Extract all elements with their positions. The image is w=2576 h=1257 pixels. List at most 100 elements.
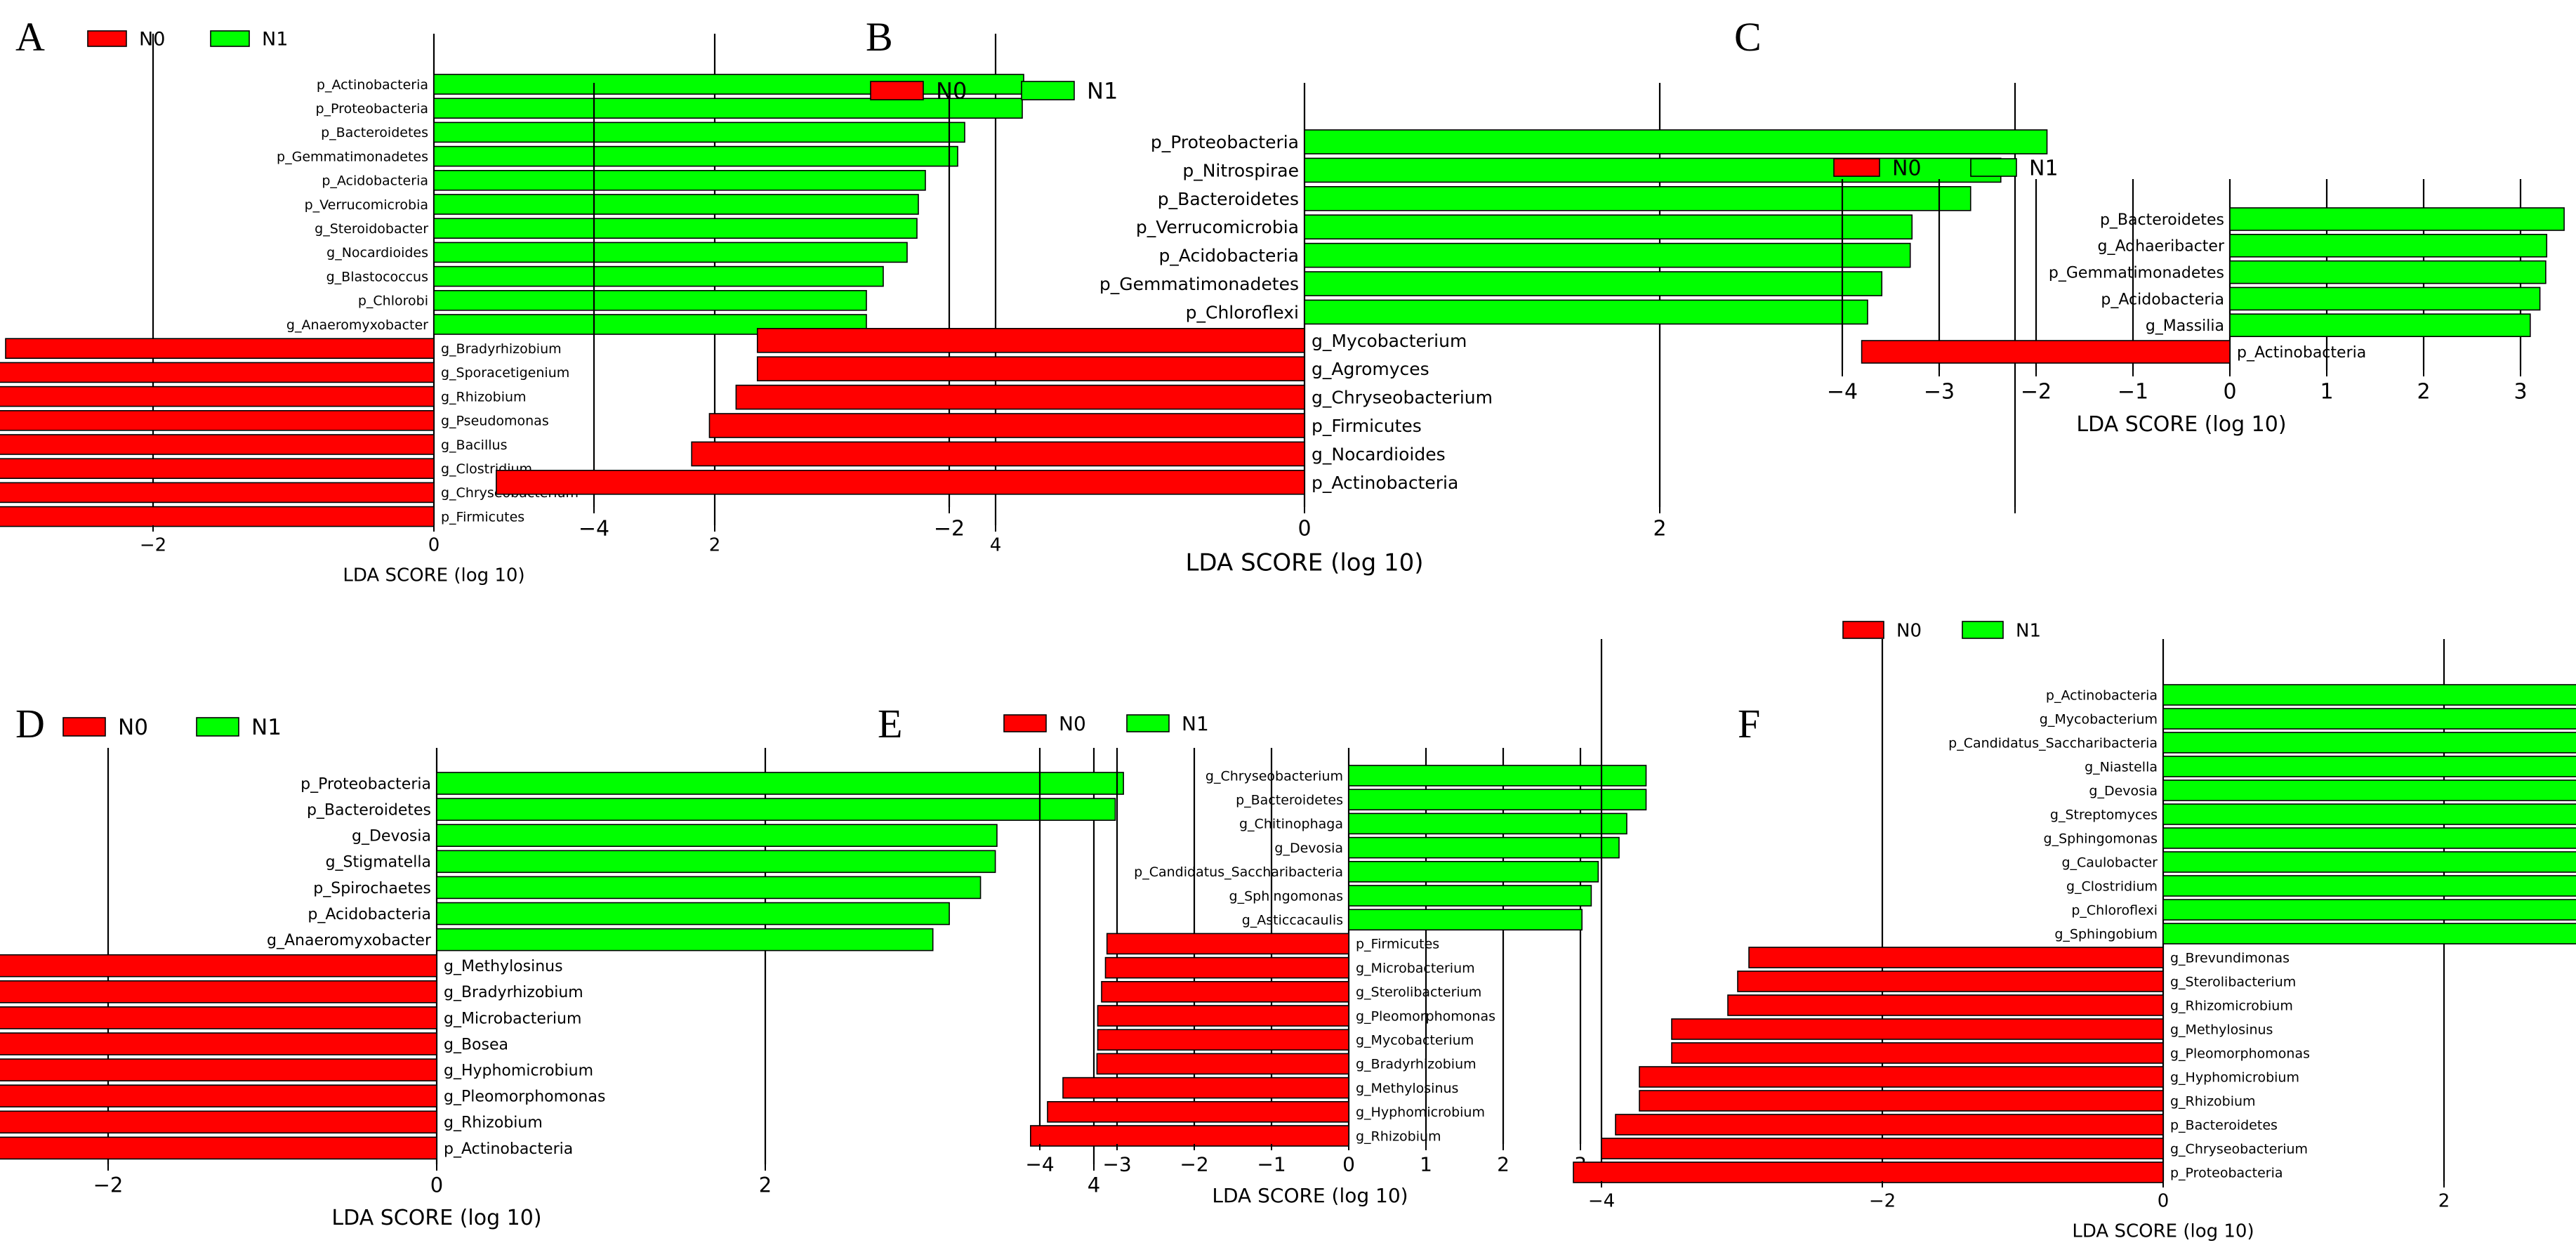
tick-label: −3 xyxy=(1102,1153,1131,1176)
bar-g-bradyrhizobium xyxy=(5,338,435,360)
bar-g-methylosinus xyxy=(0,954,437,978)
bar-label: g_Bradyrhizobium xyxy=(1356,1057,1477,1072)
tick-label: −1 xyxy=(1257,1153,1286,1176)
bar-p-bacteroidetes xyxy=(433,121,965,143)
bar-g-chitinophaga xyxy=(1348,812,1627,835)
bar-label: g_Anaeromyxobacter xyxy=(286,317,428,333)
legend-swatch-n0 xyxy=(87,30,127,47)
bar-label: g_Caulobacter xyxy=(2061,855,2158,870)
bar-g-pleomorphomonas xyxy=(1097,1005,1349,1027)
bar-g-methylosinus xyxy=(1671,1018,2164,1040)
bar-p-firmicutes xyxy=(708,413,1305,438)
bar-label: g_Rhizomicrobium xyxy=(2170,998,2293,1013)
bar-g-microbacterium xyxy=(1104,956,1349,979)
bar-label: p_Firmicutes xyxy=(1356,937,1439,952)
tick-label: 2 xyxy=(1497,1153,1510,1176)
bar-label: g_Nocardioides xyxy=(326,245,428,261)
bar-label: g_Pleomorphomonas xyxy=(1356,1008,1495,1024)
tick-label: 0 xyxy=(1342,1153,1355,1176)
bar-label: g_Rhizobium xyxy=(444,1114,543,1132)
bar-g-sphingomonas xyxy=(2162,827,2576,849)
legend-label-n1: N1 xyxy=(251,715,282,740)
bar-g-anaeromyxobacter xyxy=(436,928,934,952)
bar-g-rhizobium xyxy=(0,1110,437,1134)
bar-p-gemmatimonadetes xyxy=(2229,260,2547,284)
bar-g-rhizobium xyxy=(0,386,435,407)
legend-label-n0: N0 xyxy=(936,78,967,105)
bar-label: g_Bacillus xyxy=(441,437,507,453)
tick-label: 4 xyxy=(990,535,1002,556)
bar-p-actinobacteria xyxy=(2162,684,2576,706)
bar-label: g_Bradyrhizobium xyxy=(444,984,583,1001)
panel-letter: F xyxy=(1738,701,1760,746)
bar-label: g_Anaeromyxobacter xyxy=(267,932,432,949)
legend-label-n1: N1 xyxy=(1087,78,1118,105)
tick-label: 1 xyxy=(1420,1153,1432,1176)
legend-label-n0: N0 xyxy=(1896,620,1922,641)
tick-label: −2 xyxy=(934,517,965,541)
tick-label: −2 xyxy=(2021,380,2052,404)
x-axis-title: LDA SCORE (log 10) xyxy=(1212,1184,1408,1207)
bar-label: p_Chlorobi xyxy=(358,294,428,309)
bar-p-spirochaetes xyxy=(436,876,982,900)
tick-label: −2 xyxy=(1869,1191,1896,1212)
bar-label: g_Hyphomicrobium xyxy=(1356,1105,1485,1120)
x-axis-title: LDA SCORE (log 10) xyxy=(343,565,524,586)
legend-label-n1: N1 xyxy=(1182,712,1209,735)
bar-g-massilia xyxy=(2229,313,2531,338)
bar-label: p_Proteobacteria xyxy=(2170,1165,2283,1180)
bar-g-rhizobium xyxy=(1030,1125,1349,1147)
bar-g-streptomyces xyxy=(2162,803,2576,825)
tick-label: 2 xyxy=(2417,380,2430,404)
bar-g-stigmatella xyxy=(436,850,996,874)
bar-g-sterolibacterium xyxy=(1101,981,1349,1003)
bar-label: p_Proteobacteria xyxy=(300,775,431,793)
bar-label: g_Microbacterium xyxy=(444,1010,581,1027)
panel-a: Ap_Actinobacteria p_Proteobacteria p_Bacte… xyxy=(0,14,1024,586)
bar-label: p_Proteobacteria xyxy=(1151,132,1299,152)
bar-g-rhizomicrobium xyxy=(1727,994,2164,1016)
legend-label-n0: N0 xyxy=(1892,156,1922,180)
bar-g-pleomorphomonas xyxy=(1671,1042,2164,1064)
bar-label: g_Rhizobium xyxy=(1356,1128,1441,1144)
bar-label: g_Bradyrhizobium xyxy=(441,341,562,357)
x-axis-title: LDA SCORE (log 10) xyxy=(2072,1220,2254,1242)
bar-p-firmicutes xyxy=(0,506,435,527)
bar-label: p_Candidatus_Saccharibacteria xyxy=(1134,864,1343,880)
tick-label: 3 xyxy=(2514,380,2527,404)
bar-label: p_Chloroflexi xyxy=(2071,902,2158,918)
bar-label: p_Gemmatimonadetes xyxy=(1099,274,1299,294)
bar-g-methylosinus xyxy=(1062,1077,1349,1099)
legend-swatch-n1 xyxy=(210,30,250,47)
bar-g-sporacetigenium xyxy=(0,362,435,383)
tick-label: 2 xyxy=(709,535,721,556)
bar-label: g_Hyphomicrobium xyxy=(444,1062,593,1080)
bar-p-candidatus-saccharibacteria xyxy=(1348,861,1599,883)
legend: N0 N1 xyxy=(1842,620,2041,641)
bar-label: g_Sporacetigenium xyxy=(441,365,569,381)
bar-p-proteobacteria xyxy=(1573,1161,2164,1183)
bar-label: g_Chryseobacterium xyxy=(1206,768,1343,784)
bar-g-sphingobium xyxy=(2162,923,2576,945)
bar-g-hyphomicrobium xyxy=(1639,1066,2164,1088)
bar-label: g_Pseudomonas xyxy=(441,414,549,429)
tick-label: −3 xyxy=(1924,380,1955,404)
tick-label: −4 xyxy=(1025,1153,1054,1176)
bar-label: p_Bacteroidetes xyxy=(1158,189,1299,209)
bar-label: g_Asticcacaulis xyxy=(1242,913,1343,928)
bar-label: g_Devosia xyxy=(352,828,431,845)
bar-label: g_Methylosinus xyxy=(2170,1022,2273,1037)
bar-label: g_Mycobacterium xyxy=(2040,711,2158,727)
tick-label: 0 xyxy=(430,1173,443,1197)
legend-label-n1: N1 xyxy=(262,29,288,51)
bar-label: p_Actinobacteria xyxy=(1312,473,1458,493)
bar-g-agromyces xyxy=(756,356,1305,382)
legend: N0 N1 xyxy=(870,78,1118,105)
panel-letter: B xyxy=(866,14,893,60)
bar-label: p_Bacteroidetes xyxy=(307,802,431,820)
bar-label: g_Adhaeribacter xyxy=(2098,238,2225,256)
bar-p-actinobacteria xyxy=(1861,340,2231,364)
panel-b: Bp_Proteobacteria p_Nitrospirae p_Bacteroi… xyxy=(496,14,2048,577)
tick-label: −2 xyxy=(140,535,166,556)
